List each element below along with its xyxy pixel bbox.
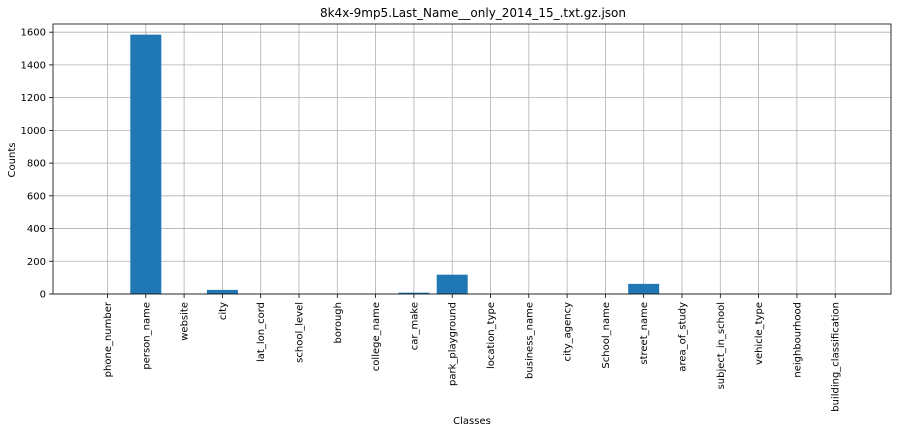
x-tick-label: area_of_study — [678, 302, 689, 372]
x-tick-label: school_level — [295, 302, 306, 363]
chart-title: 8k4x-9mp5.Last_Name__only_2014_15_.txt.g… — [320, 6, 626, 20]
bar — [436, 274, 468, 294]
x-tick-label: location_type — [486, 302, 497, 369]
x-tick-label: vehicle_type — [754, 302, 765, 365]
bar-layer — [130, 34, 660, 295]
x-tick-label: business_name — [524, 302, 535, 379]
x-tick-label: city — [218, 302, 229, 320]
x-tick-label: car_make — [409, 302, 420, 350]
x-tick-label: person_name — [141, 302, 152, 370]
x-tick-label: neighbourhood — [792, 302, 803, 378]
y-tick-label: 1200 — [21, 93, 46, 104]
x-tick-label: street_name — [639, 302, 650, 365]
x-tick-label: college_name — [371, 302, 382, 371]
x-tick-label: building_classification — [831, 302, 842, 412]
plot-frame — [52, 23, 892, 295]
bar — [628, 283, 660, 294]
axis-layer: 0 200 400 600 800 1000 1200 1400 1600 phone_numbe… — [21, 23, 892, 412]
x-tick-label: subject_in_school — [716, 302, 727, 389]
x-tick-label: phone_number — [103, 301, 114, 377]
grid-layer — [53, 24, 891, 295]
y-tick-label: 600 — [27, 191, 46, 202]
x-tick-label: borough — [333, 302, 344, 344]
x-axis-label: Classes — [453, 416, 491, 427]
bar — [130, 34, 162, 295]
y-tick-label: 200 — [27, 257, 46, 268]
y-tick-label: 400 — [27, 224, 46, 235]
y-axis-label: Counts — [7, 143, 18, 178]
x-tick-label: website — [180, 302, 191, 341]
x-tick-label: city_agency — [563, 302, 574, 362]
bar — [206, 289, 238, 294]
y-tick-label: 1600 — [21, 28, 46, 39]
y-tick-label: 0 — [40, 290, 46, 301]
bar — [398, 292, 430, 294]
x-tick-label: lat_lon_cord — [256, 302, 267, 362]
x-tick-label: School_name — [601, 302, 612, 369]
y-tick-label: 1400 — [21, 60, 46, 71]
y-tick-label: 800 — [27, 159, 46, 170]
x-tick-label: park_playground — [448, 302, 459, 386]
y-tick-label: 1000 — [21, 126, 46, 137]
